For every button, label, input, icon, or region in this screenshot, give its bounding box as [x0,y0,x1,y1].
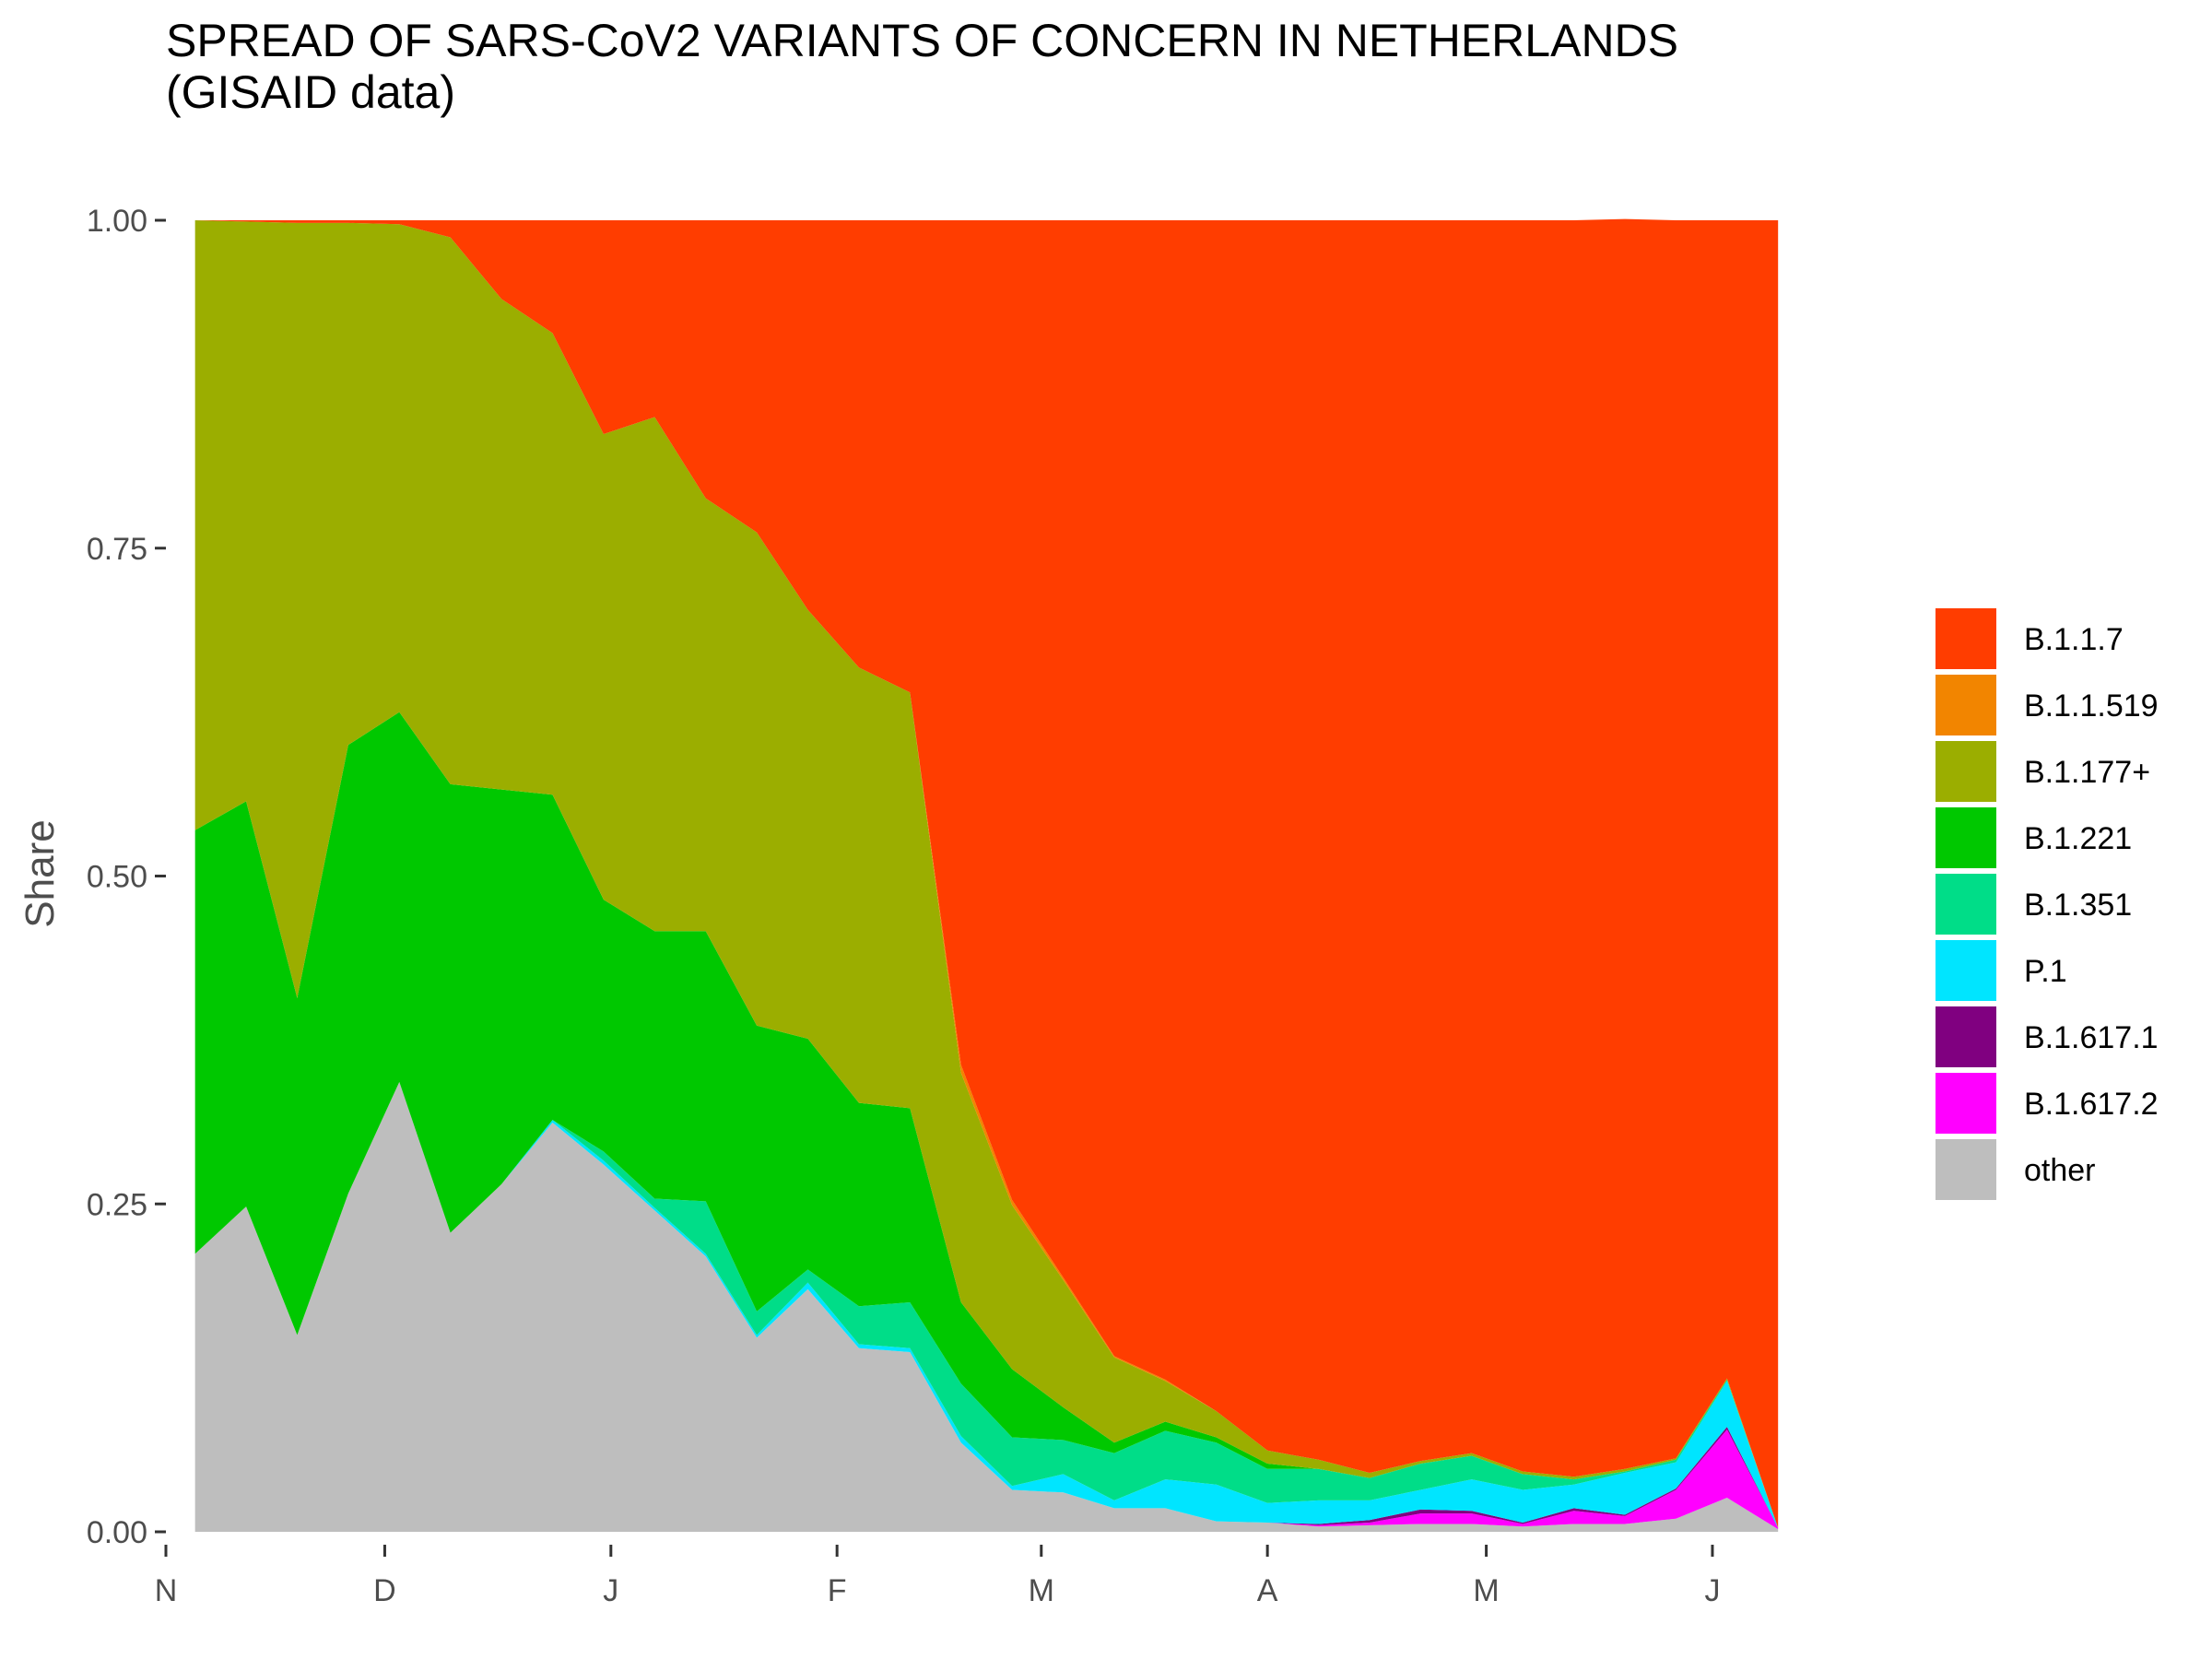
legend-label: B.1.221 [2024,821,2132,856]
y-tick-label: 1.00 [87,204,147,239]
chart-title: SPREAD OF SARS-CoV2 VARIANTS OF CONCERN … [166,15,1679,118]
x-tick-label: J [603,1573,618,1608]
legend: B.1.1.7 B.1.1.519 B.1.177+ B.1.221 B.1.351 P.… [1936,608,2159,1200]
x-tick-label: J [1704,1573,1720,1608]
legend-label: B.1.617.1 [2024,1020,2159,1055]
area-other [194,1081,1779,1532]
area-b-1-221 [194,712,1779,1528]
legend-key [1936,741,1996,802]
legend-label: other [2024,1153,2096,1188]
legend-label: B.1.1.519 [2024,688,2159,724]
legend-key [1936,1006,1996,1067]
legend-label: B.1.177+ [2024,755,2150,790]
legend-label: P.1 [2024,954,2067,989]
area-b-1-177- [194,220,1779,1528]
y-tick-label: 0.25 [87,1187,147,1222]
legend-key [1936,940,1996,1001]
legend-key [1936,1073,1996,1134]
legend-key [1936,608,1996,669]
x-tick-label: M [1029,1573,1054,1608]
area-b-1-1-7 [194,218,1779,1528]
x-tick-label: F [828,1573,847,1608]
y-tick-label: 0.75 [87,532,147,567]
x-tick-label: M [1473,1573,1499,1608]
stacked-areas [194,218,1779,1532]
legend-label: B.1.1.7 [2024,622,2124,657]
x-tick-label: A [1257,1573,1278,1608]
y-axis-title: Share [18,819,63,927]
legend-key [1936,675,1996,735]
y-tick-label: 0.00 [87,1515,147,1550]
area-b-1-351 [194,1081,1779,1528]
legend-label: B.1.617.2 [2024,1087,2159,1122]
legend-label: B.1.351 [2024,888,2132,923]
x-tick-label: D [373,1573,396,1608]
legend-key [1936,1139,1996,1200]
legend-key [1936,807,1996,868]
legend-key [1936,874,1996,935]
y-axis: 0.00 0.25 0.50 0.75 1.00 [87,204,166,1550]
y-tick-label: 0.50 [87,860,147,895]
x-tick-label: N [155,1573,178,1608]
area-p-1 [194,1081,1779,1528]
